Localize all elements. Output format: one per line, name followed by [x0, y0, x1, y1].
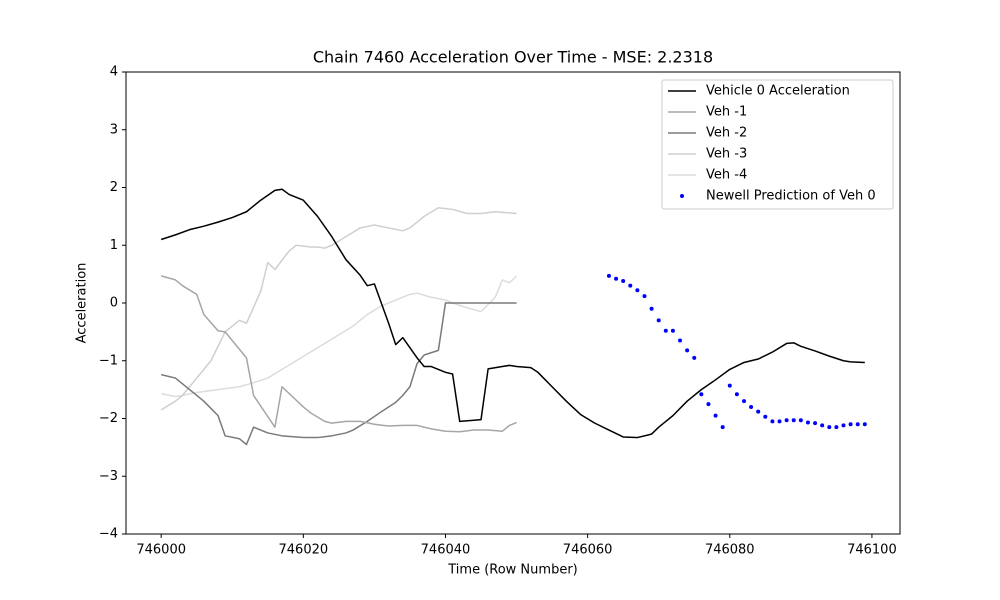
legend: Vehicle 0 Acceleration Veh -1 Veh -2 Veh -3… [661, 79, 894, 210]
prediction-dot [855, 422, 860, 427]
prediction-dot [741, 399, 746, 404]
y-tick-label: 4 [110, 65, 118, 80]
prediction-dot [834, 425, 839, 430]
y-tick-label: −3 [99, 469, 118, 484]
y-tick-label: −2 [99, 411, 118, 426]
legend-label: Veh -2 [706, 126, 747, 141]
y-tick-label: −1 [99, 353, 118, 368]
prediction-dot [763, 414, 768, 419]
series-line [161, 302, 517, 446]
legend-label: Vehicle 0 Acceleration [706, 84, 850, 99]
x-tick-label: 746040 [421, 543, 471, 558]
chart-title: Chain 7460 Acceleration Over Time - MSE:… [313, 48, 713, 67]
prediction-dot [756, 409, 761, 414]
prediction-dot [642, 294, 647, 299]
prediction-dot [663, 328, 668, 333]
prediction-dot [749, 404, 754, 409]
plot-frame [125, 71, 901, 535]
series-line [161, 275, 518, 398]
y-tick-label: 1 [110, 238, 118, 253]
legend-swatch [680, 194, 684, 198]
legend-label: Veh -4 [706, 168, 747, 183]
prediction-dot [727, 383, 732, 388]
y-tick-label: 3 [110, 122, 118, 137]
prediction-dot [813, 421, 818, 426]
prediction-dot [720, 425, 725, 430]
prediction-dot [706, 402, 711, 407]
y-tick-label: 2 [110, 180, 118, 195]
prediction-dot [614, 276, 619, 281]
y-tick-label: −4 [99, 527, 118, 542]
prediction-dot [791, 418, 796, 423]
series-line [160, 275, 517, 433]
prediction-dot [820, 423, 825, 428]
prediction-dot [678, 338, 683, 343]
prediction-dot [841, 423, 846, 428]
prediction-dot [827, 425, 832, 430]
x-tick-label: 746100 [847, 543, 897, 558]
legend-label: Veh -1 [706, 105, 747, 120]
prediction-dot [621, 279, 626, 284]
prediction-dot [649, 306, 654, 311]
prediction-dot [805, 420, 810, 425]
x-tick-label: 746060 [563, 543, 613, 558]
x-tick-label: 746080 [705, 543, 755, 558]
legend-box [661, 79, 894, 210]
legend-label: Newell Prediction of Veh 0 [706, 189, 876, 204]
y-axis-label: Acceleration [75, 263, 90, 344]
prediction-dot [713, 413, 718, 418]
prediction-dot [699, 392, 704, 397]
prediction-dot [862, 422, 867, 427]
x-tick-label: 746020 [279, 543, 329, 558]
prediction-dot [777, 419, 782, 424]
prediction-dot [784, 418, 789, 423]
series-line [160, 188, 865, 439]
prediction-dot [848, 422, 853, 427]
series-line [160, 206, 517, 411]
y-tick-label: 0 [110, 296, 118, 311]
legend-label: Veh -3 [706, 147, 747, 162]
x-tick-label: 746000 [136, 543, 186, 558]
prediction-dot [798, 418, 803, 423]
prediction-dot [670, 328, 675, 333]
prediction-dot [635, 288, 640, 293]
prediction-dot [770, 419, 775, 424]
x-axis-label: Time (Row Number) [447, 563, 577, 578]
prediction-dot [606, 273, 611, 278]
prediction-dot [734, 392, 739, 397]
prediction-dot [692, 355, 697, 360]
prediction-dot [685, 348, 690, 353]
prediction-dot [656, 318, 661, 323]
prediction-dot [628, 283, 633, 288]
